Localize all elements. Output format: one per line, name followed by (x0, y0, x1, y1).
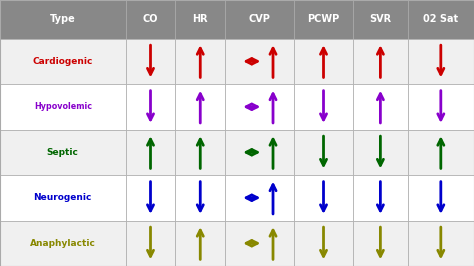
Text: Type: Type (50, 14, 76, 24)
Bar (294, 84, 353, 130)
Bar (175, 0, 225, 39)
Bar (408, 130, 474, 175)
Text: PCWP: PCWP (307, 14, 340, 24)
Text: Neurogenic: Neurogenic (34, 193, 92, 202)
Bar (353, 175, 408, 221)
Text: Septic: Septic (47, 148, 79, 157)
Text: CVP: CVP (248, 14, 271, 24)
Bar (294, 39, 353, 84)
Bar (408, 0, 474, 39)
Bar (225, 84, 294, 130)
Bar (408, 221, 474, 266)
Bar (126, 221, 175, 266)
Bar (225, 39, 294, 84)
Text: CO: CO (143, 14, 158, 24)
Bar (353, 39, 408, 84)
Bar (175, 39, 225, 84)
Text: HR: HR (192, 14, 208, 24)
Bar (294, 175, 353, 221)
Bar (294, 221, 353, 266)
Bar (225, 221, 294, 266)
Bar (126, 0, 175, 39)
Bar (225, 130, 294, 175)
Bar (175, 130, 225, 175)
Text: Hypovolemic: Hypovolemic (34, 102, 92, 111)
Text: Anaphylactic: Anaphylactic (30, 239, 96, 248)
Bar (126, 130, 175, 175)
Bar (225, 0, 294, 39)
Bar (408, 175, 474, 221)
Bar (175, 175, 225, 221)
Bar (0, 0, 126, 39)
Bar (126, 175, 175, 221)
Bar (294, 130, 353, 175)
Bar (175, 221, 225, 266)
Bar (0, 39, 126, 84)
Bar (126, 84, 175, 130)
Text: SVR: SVR (369, 14, 392, 24)
Bar (0, 175, 126, 221)
Bar (294, 0, 353, 39)
Bar (353, 84, 408, 130)
Text: 02 Sat: 02 Sat (423, 14, 458, 24)
Bar (408, 84, 474, 130)
Bar (0, 221, 126, 266)
Text: Cardiogenic: Cardiogenic (33, 57, 93, 66)
Bar (353, 130, 408, 175)
Bar (353, 0, 408, 39)
Bar (408, 39, 474, 84)
Bar (0, 84, 126, 130)
Bar (175, 84, 225, 130)
Bar (0, 130, 126, 175)
Bar (126, 39, 175, 84)
Bar (353, 221, 408, 266)
Bar (225, 175, 294, 221)
